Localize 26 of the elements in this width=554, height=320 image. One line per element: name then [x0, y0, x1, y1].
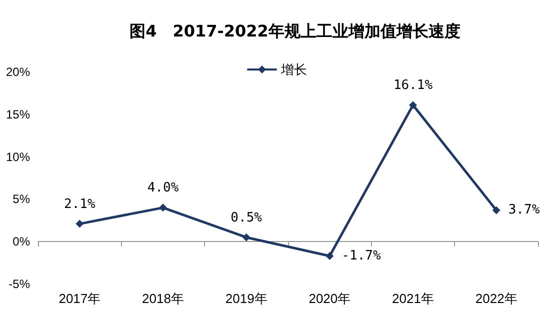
x-tick-label: 2018年 — [142, 291, 184, 306]
data-label: 16.1% — [393, 78, 433, 94]
x-tick-label: 2020年 — [308, 291, 351, 306]
y-tick-label: 10% — [6, 150, 30, 164]
x-tick-label: 2017年 — [58, 291, 101, 306]
chart-title: 图4 2017-2022年规上工业增加值增长速度 — [130, 22, 460, 40]
data-label: 0.5% — [230, 210, 262, 226]
point — [409, 101, 417, 110]
y-tick-label: 5% — [12, 192, 30, 206]
point — [492, 206, 500, 214]
data-label: 4.0% — [147, 180, 179, 196]
data-label: -1.7% — [342, 248, 381, 264]
x-tick-label: 2019年 — [225, 291, 268, 306]
point — [159, 204, 167, 212]
y-tick-label: -5% — [8, 277, 30, 291]
point — [242, 233, 250, 242]
legend-label: 增长 — [280, 62, 307, 77]
data-label: 3.7% — [508, 202, 540, 218]
x-tick-label: 2022年 — [475, 291, 518, 306]
y-tick-label: 15% — [6, 107, 30, 122]
y-tick-label: 20% — [6, 65, 30, 79]
data-label: 2.1% — [64, 196, 96, 212]
point — [326, 252, 334, 260]
point — [76, 220, 84, 228]
y-tick-label: 0% — [12, 234, 30, 249]
x-tick-label: 2021年 — [392, 291, 434, 306]
